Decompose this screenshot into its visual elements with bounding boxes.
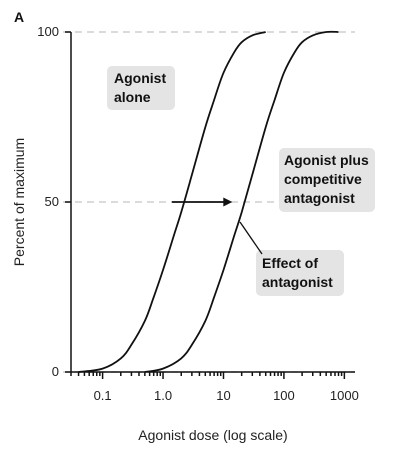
annotation-agonist-plus-antagonist: Agonist plus competitive antagonist xyxy=(279,148,375,212)
x-tick-label-100: 100 xyxy=(273,388,295,403)
annotation-agonist-plus-antagonist-line2: competitive xyxy=(284,171,362,187)
panel-letter: A xyxy=(14,9,24,25)
annotation-agonist-plus-antagonist-box xyxy=(279,148,375,212)
annotation-agonist-plus-antagonist-line1: Agonist plus xyxy=(284,152,369,168)
x-tick-label-1: 1.0 xyxy=(154,388,172,403)
annotation-agonist-alone: Agonist alone xyxy=(107,66,175,110)
x-axis-title: Agonist dose (log scale) xyxy=(138,427,287,443)
y-tick-label-100: 100 xyxy=(37,24,59,39)
x-tick-label-10: 10 xyxy=(216,388,230,403)
series-2-curve xyxy=(144,30,339,373)
y-axis-title: Percent of maximum xyxy=(11,138,27,266)
annotation-agonist-alone-line1: Agonist xyxy=(114,70,166,86)
x-tick-label-0.1: 0.1 xyxy=(94,388,112,403)
series-1-curve xyxy=(78,31,266,373)
y-tick-label-50: 50 xyxy=(45,194,59,209)
y-tick-label-0: 0 xyxy=(52,364,59,379)
annotation-agonist-alone-line2: alone xyxy=(114,89,151,105)
effect-label-pointer xyxy=(239,221,263,255)
annotation-agonist-plus-antagonist-line3: antagonist xyxy=(284,190,355,206)
annotation-effect-of-antagonist: Effect of antagonist xyxy=(256,250,344,296)
annotation-effect-of-antagonist-line2: antagonist xyxy=(262,274,333,290)
x-tick-label-1000: 1000 xyxy=(330,388,359,403)
annotation-agonist-alone-box xyxy=(107,66,175,110)
annotation-effect-of-antagonist-box xyxy=(256,250,344,296)
shift-arrow-head xyxy=(223,197,233,207)
annotation-effect-of-antagonist-line1: Effect of xyxy=(262,255,318,271)
